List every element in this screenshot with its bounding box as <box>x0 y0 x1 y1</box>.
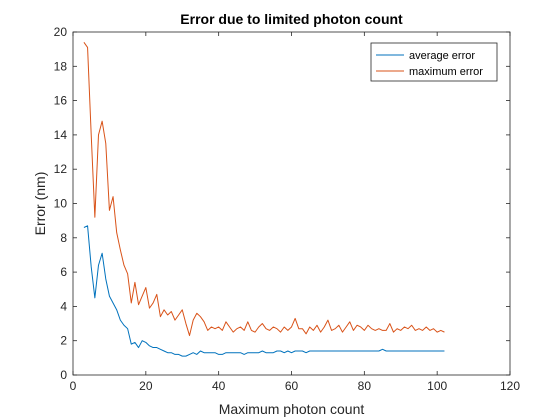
y-tick-label: 14 <box>54 128 68 142</box>
x-tick-label: 80 <box>358 379 372 393</box>
y-tick-label: 18 <box>54 59 68 73</box>
x-tick-label: 20 <box>139 379 153 393</box>
y-tick-label: 16 <box>54 94 68 108</box>
y-tick-label: 2 <box>60 334 67 348</box>
chart-title: Error due to limited photon count <box>180 11 403 27</box>
series-layer <box>83 42 445 357</box>
y-axis-title: Error (nm) <box>32 172 48 236</box>
legend-label: maximum error <box>409 66 483 78</box>
y-tick-label: 8 <box>60 231 67 245</box>
x-tick-label: 40 <box>212 379 226 393</box>
x-axis-title: Maximum photon count <box>219 401 365 417</box>
series-line-maximum-error <box>83 42 445 337</box>
axes-layer: 0 20 40 60 80 100 120 0 2 4 6 8 10 12 14 16 18 20 <box>54 25 521 393</box>
x-tick-label: 120 <box>500 379 520 393</box>
x-tick-label: 0 <box>70 379 77 393</box>
y-tick-label: 20 <box>54 25 68 39</box>
y-tick-label: 0 <box>60 368 67 382</box>
y-tick-label: 6 <box>60 265 67 279</box>
y-tick-label: 12 <box>54 162 68 176</box>
y-tick-label: 4 <box>60 299 67 313</box>
series-line-average-error <box>83 225 445 357</box>
x-tick-label: 60 <box>285 379 299 393</box>
legend-box <box>370 42 498 82</box>
legend-label: average error <box>409 50 475 62</box>
legend: average error maximum error <box>370 42 498 82</box>
plot-area <box>73 32 510 375</box>
x-tick-label: 100 <box>427 379 447 393</box>
y-tick-label: 10 <box>54 197 68 211</box>
